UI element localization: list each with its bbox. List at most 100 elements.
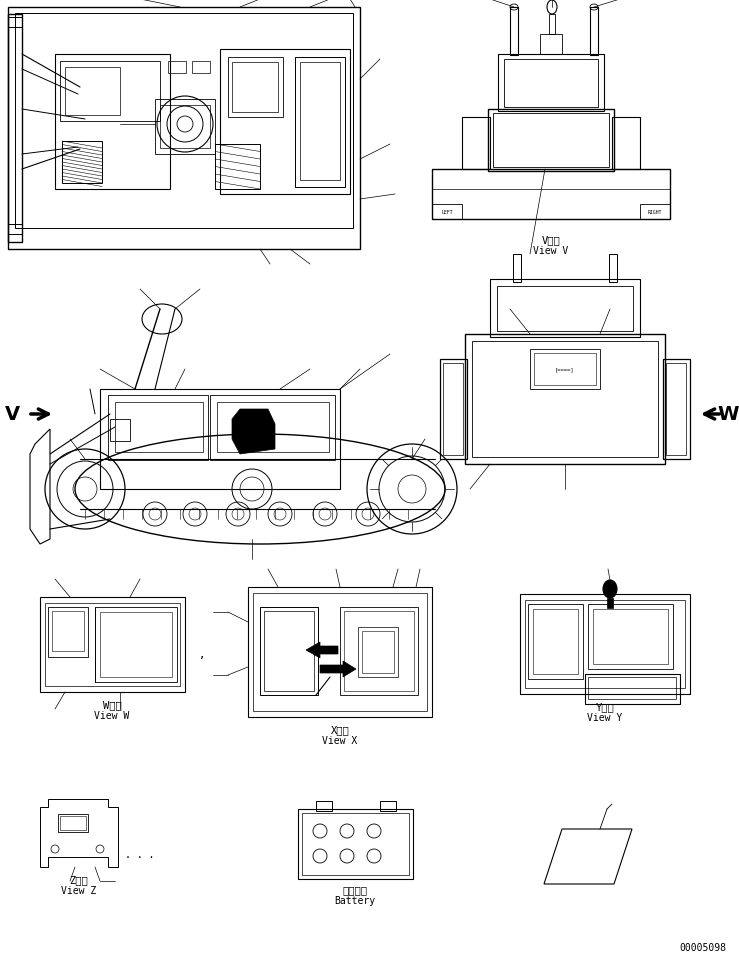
Text: View Y: View Y [588, 712, 623, 723]
Bar [232, 62, 278, 112]
Bar [497, 286, 633, 332]
Text: [====]: [====] [555, 367, 575, 372]
Bar [95, 607, 177, 682]
Text: Y　視: Y 視 [596, 702, 614, 711]
Bar [300, 62, 340, 181]
Bar [40, 598, 185, 692]
Bar [585, 675, 680, 704]
Bar [488, 110, 614, 172]
Bar [217, 403, 329, 453]
Text: Z　視: Z 視 [69, 875, 89, 884]
Polygon shape [232, 409, 275, 455]
Text: LEFT: LEFT [441, 210, 453, 215]
Bar [228, 58, 283, 118]
Bar [110, 420, 130, 441]
Bar [607, 599, 613, 608]
Bar [220, 50, 350, 195]
Bar [100, 389, 340, 489]
Bar [8, 8, 360, 250]
Bar [48, 607, 88, 657]
Bar [295, 58, 345, 187]
Text: View V: View V [534, 246, 568, 256]
Bar [590, 8, 598, 56]
Bar [108, 396, 208, 460]
Text: Battery: Battery [335, 895, 375, 905]
Bar [534, 354, 596, 385]
Text: X　視: X 視 [330, 725, 350, 734]
Bar [248, 587, 432, 717]
Bar [380, 801, 396, 811]
Bar [298, 809, 413, 879]
Bar [588, 678, 676, 700]
Bar [55, 55, 170, 190]
Polygon shape [320, 661, 356, 678]
Bar [465, 334, 665, 464]
Bar [8, 15, 22, 243]
Bar [530, 350, 600, 389]
Bar [493, 114, 609, 168]
Text: . . .: . . . [125, 850, 154, 859]
Bar [52, 611, 84, 652]
Text: View Z: View Z [61, 885, 97, 895]
Bar [215, 145, 260, 190]
Bar [8, 18, 22, 28]
Bar [612, 118, 640, 170]
Bar [60, 62, 160, 122]
Text: バッテリ: バッテリ [342, 884, 367, 894]
Text: W: W [718, 406, 739, 424]
Bar [253, 593, 427, 711]
Bar [160, 106, 210, 149]
Ellipse shape [603, 580, 617, 599]
Text: V　視: V 視 [542, 234, 560, 245]
Bar [115, 403, 203, 453]
Bar [62, 142, 102, 184]
Bar [362, 631, 394, 674]
Bar [358, 628, 398, 678]
Bar [100, 612, 172, 678]
Bar [58, 814, 88, 832]
Bar [432, 205, 462, 220]
Text: W　視: W 視 [103, 700, 121, 709]
Bar [155, 100, 215, 155]
Bar [45, 604, 180, 686]
Bar [340, 607, 418, 695]
Bar [192, 62, 210, 74]
Bar [210, 396, 335, 460]
Bar [60, 816, 86, 830]
Text: View X: View X [322, 735, 358, 745]
Bar [316, 801, 332, 811]
Bar [504, 60, 598, 108]
Bar [443, 363, 463, 456]
Bar [440, 359, 467, 459]
Bar [525, 601, 685, 688]
Bar [8, 225, 22, 234]
Bar [260, 607, 318, 695]
Bar [549, 15, 555, 35]
Bar [513, 255, 521, 283]
Bar [462, 118, 490, 170]
Bar [498, 55, 604, 111]
Bar [302, 813, 409, 875]
Bar [593, 609, 668, 664]
Bar [663, 359, 690, 459]
Text: RIGHT: RIGHT [648, 210, 662, 215]
Text: V: V [4, 406, 19, 424]
Bar [666, 363, 686, 456]
Text: ,: , [200, 646, 204, 659]
Text: 00005098: 00005098 [679, 942, 726, 952]
Bar [15, 14, 353, 229]
Bar [344, 611, 414, 691]
Bar [510, 8, 518, 56]
Bar [533, 609, 578, 675]
Polygon shape [306, 642, 338, 658]
Bar [490, 280, 640, 337]
Bar [640, 205, 670, 220]
Text: View W: View W [95, 710, 129, 720]
Bar [472, 342, 658, 457]
Bar [609, 255, 617, 283]
Bar [432, 170, 670, 220]
Bar [65, 68, 120, 116]
Bar [168, 62, 186, 74]
Bar [520, 595, 690, 694]
Bar [588, 604, 673, 669]
